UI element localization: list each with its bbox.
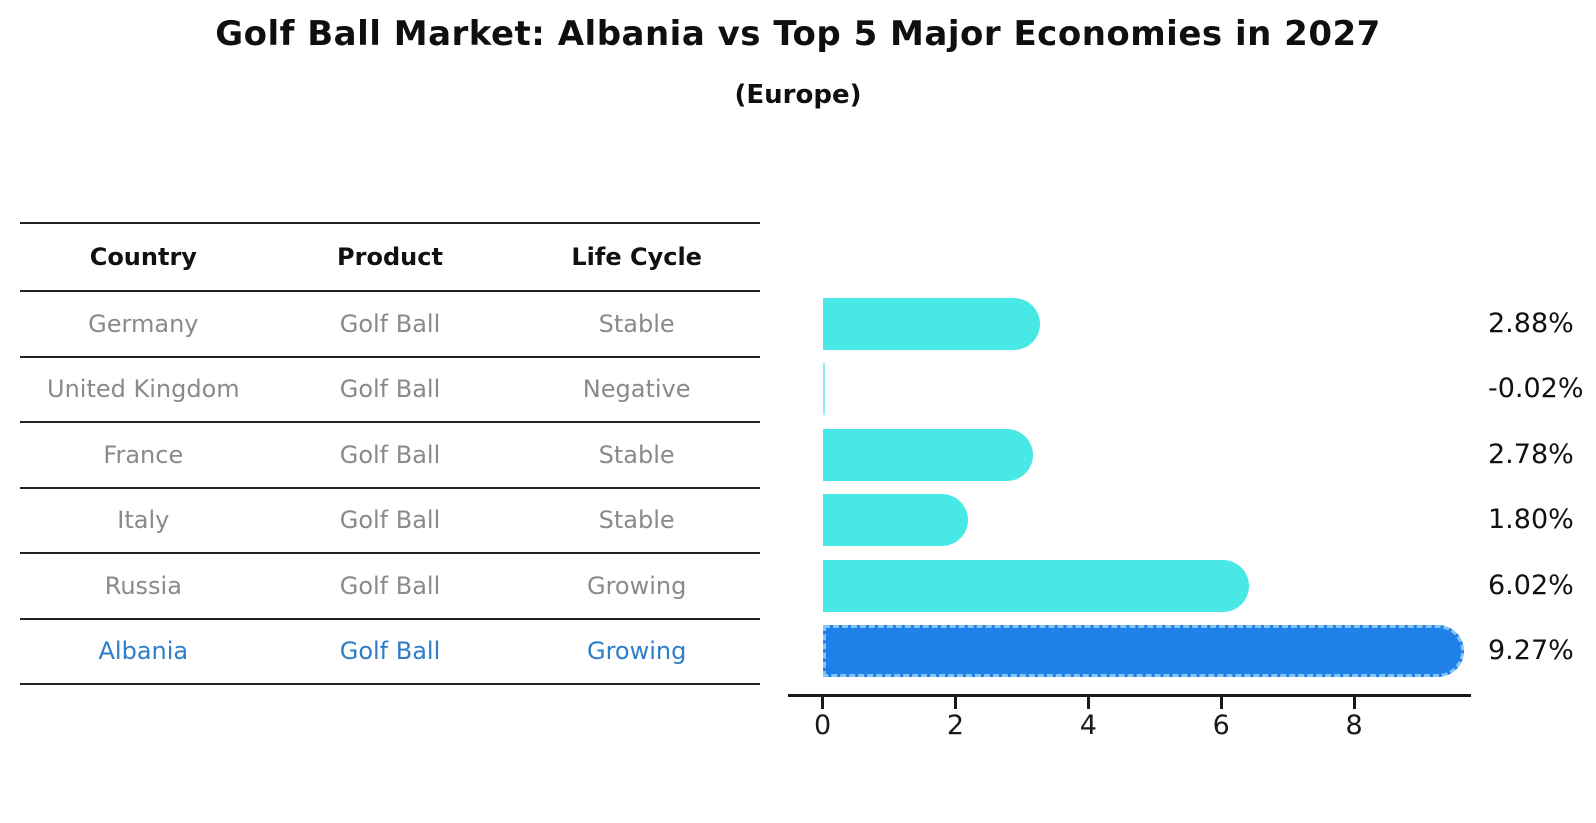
chart-title: Golf Ball Market: Albania vs Top 5 Major… bbox=[215, 14, 1381, 54]
country-cell: Italy bbox=[117, 506, 170, 535]
life-cycle-cell: Stable bbox=[598, 309, 675, 338]
bar-united-kingdom bbox=[822, 363, 825, 415]
value-label-albania: 9.27% bbox=[1488, 635, 1574, 666]
value-label-russia: 6.02% bbox=[1488, 570, 1574, 601]
bar-italy bbox=[822, 494, 969, 546]
country-cell: France bbox=[103, 440, 184, 469]
bar-russia bbox=[822, 560, 1249, 612]
table-header-row: Country Product Life Cycle bbox=[20, 224, 760, 292]
table-row-united-kingdom: United Kingdom Golf Ball Negative bbox=[20, 358, 760, 423]
bar-albania bbox=[822, 625, 1465, 677]
x-tick-label: 6 bbox=[1212, 710, 1230, 741]
chart-subtitle: (Europe) bbox=[734, 80, 862, 110]
x-tick-label: 8 bbox=[1345, 710, 1363, 741]
x-tick-mark bbox=[1086, 697, 1090, 709]
x-tick-mark bbox=[1219, 697, 1223, 709]
country-cell: Germany bbox=[88, 309, 199, 338]
x-tick-label: 0 bbox=[813, 710, 832, 741]
table-row-france: France Golf Ball Stable bbox=[20, 423, 760, 489]
value-label-france: 2.78% bbox=[1488, 439, 1574, 470]
value-label-italy: 1.80% bbox=[1488, 504, 1574, 535]
x-axis bbox=[788, 694, 1471, 697]
country-cell: Albania bbox=[98, 637, 189, 666]
life-cycle-cell: Growing bbox=[586, 637, 687, 666]
product-cell: Golf Ball bbox=[339, 309, 441, 338]
column-header-country: Country bbox=[89, 243, 197, 271]
life-cycle-cell: Negative bbox=[582, 375, 691, 404]
bar-germany bbox=[822, 298, 1040, 350]
summary-table: Country Product Life Cycle Germany Golf … bbox=[20, 222, 760, 685]
value-label-germany: 2.88% bbox=[1488, 308, 1574, 339]
product-cell: Golf Ball bbox=[339, 506, 441, 535]
life-cycle-cell: Stable bbox=[598, 506, 675, 535]
life-cycle-cell: Stable bbox=[598, 440, 675, 469]
x-tick-mark bbox=[821, 697, 825, 709]
product-cell: Golf Ball bbox=[339, 571, 441, 600]
x-tick-label: 4 bbox=[1079, 710, 1097, 741]
table-row-italy: Italy Golf Ball Stable bbox=[20, 489, 760, 554]
x-tick-label: 2 bbox=[946, 710, 965, 741]
value-label-united-kingdom: -0.02% bbox=[1488, 373, 1584, 404]
column-header-life-cycle: Life Cycle bbox=[571, 243, 702, 271]
table-row-russia: Russia Golf Ball Growing bbox=[20, 554, 760, 620]
product-cell: Golf Ball bbox=[339, 440, 441, 469]
bar-france bbox=[822, 429, 1034, 481]
x-tick-mark bbox=[1352, 697, 1356, 709]
table-row-germany: Germany Golf Ball Stable bbox=[20, 292, 760, 358]
column-header-product: Product bbox=[337, 243, 443, 271]
country-cell: Russia bbox=[104, 571, 182, 600]
x-tick-mark bbox=[953, 697, 957, 709]
country-cell: United Kingdom bbox=[47, 375, 240, 404]
life-cycle-cell: Growing bbox=[586, 571, 687, 600]
product-cell: Golf Ball bbox=[339, 375, 441, 404]
table-row-albania: Albania Golf Ball Growing bbox=[20, 620, 760, 685]
product-cell: Golf Ball bbox=[339, 637, 441, 666]
